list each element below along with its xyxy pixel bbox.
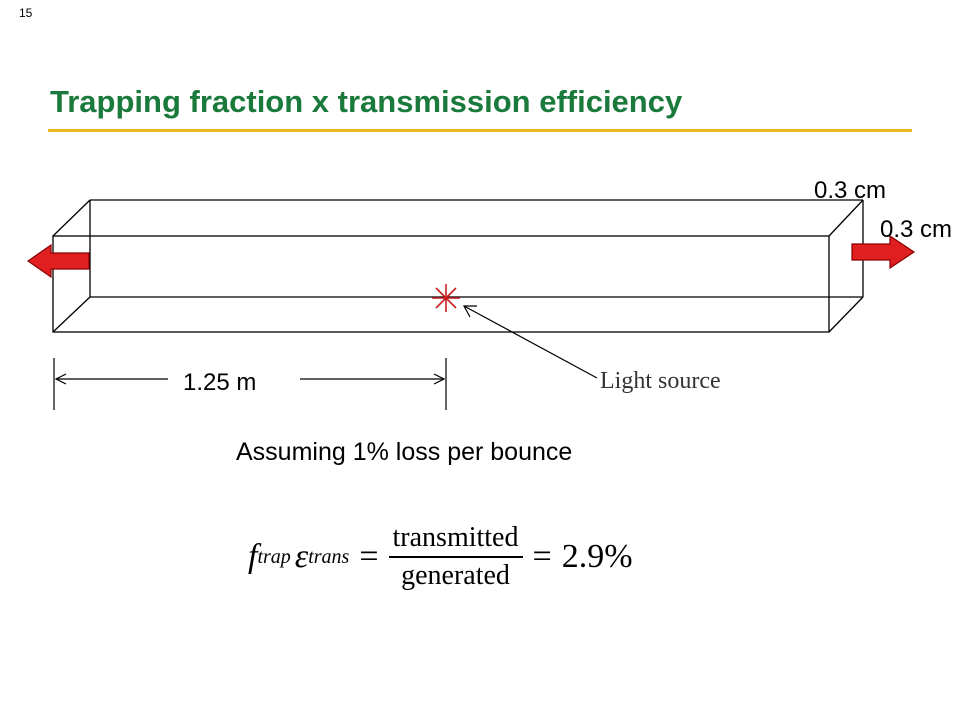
light-source-star bbox=[432, 284, 460, 312]
source-pointer-head bbox=[462, 305, 477, 318]
box-edge-tl bbox=[52, 199, 91, 237]
dimension-label-length: 1.25 m bbox=[183, 369, 257, 396]
f-subscript: trap bbox=[257, 545, 291, 568]
light-source-label: Light source bbox=[600, 368, 721, 394]
fraction-denominator: generated bbox=[401, 560, 510, 591]
dim-arrowhead-right bbox=[433, 373, 446, 385]
right-exit-arrow bbox=[851, 234, 916, 270]
box-edge-bl bbox=[52, 296, 91, 333]
left-exit-arrow bbox=[26, 243, 90, 279]
assumption-text: Assuming 1% loss per bounce bbox=[236, 438, 573, 466]
fraction: transmitted generated bbox=[388, 522, 523, 592]
dimension-label-top: 0.3 cm bbox=[814, 177, 887, 204]
result-value: 2.9% bbox=[561, 538, 633, 575]
source-pointer-line bbox=[463, 305, 598, 379]
dim-arrowhead-left bbox=[54, 373, 67, 385]
efficiency-equation: f trap ε trans = transmitted generated = 2… bbox=[248, 522, 633, 592]
dimension-label-right: 0.3 cm bbox=[880, 216, 953, 243]
slide-number: 15 bbox=[19, 6, 33, 20]
box-front-face bbox=[52, 235, 830, 333]
equals-sign-2: = bbox=[532, 538, 552, 575]
slide-title: Trapping fraction x transmission efficie… bbox=[50, 84, 683, 119]
fraction-numerator: transmitted bbox=[388, 522, 523, 558]
f-symbol: f bbox=[248, 538, 258, 575]
epsilon-symbol: ε bbox=[294, 538, 309, 575]
box-edge-tr bbox=[828, 199, 864, 237]
box-edge-br bbox=[828, 296, 864, 333]
equals-sign-1: = bbox=[359, 538, 379, 575]
title-underline bbox=[48, 129, 912, 132]
epsilon-subscript: trans bbox=[308, 545, 350, 568]
